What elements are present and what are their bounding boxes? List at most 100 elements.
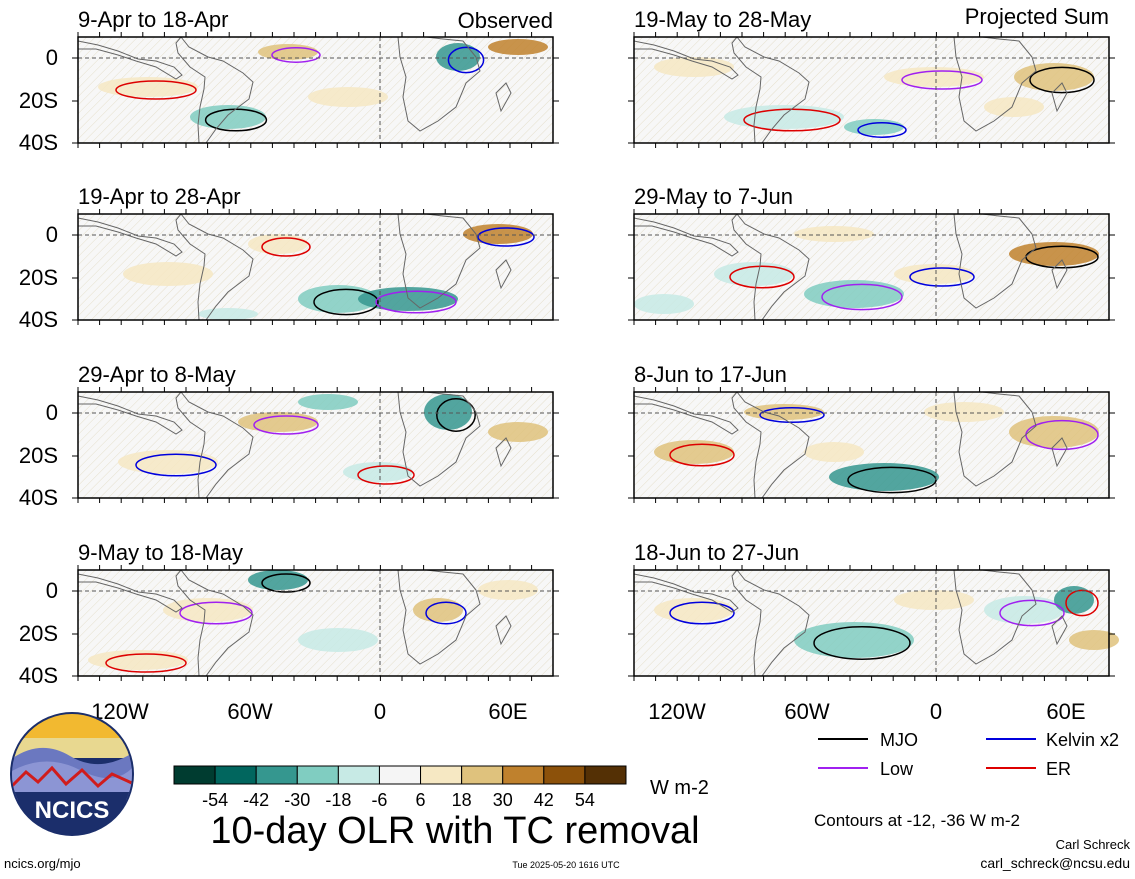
map-panel: 9-May to 18-May 0 20S 40S [19, 540, 559, 688]
lon-tick-label: 60E [488, 699, 527, 724]
wave-contour [857, 122, 907, 138]
olr-anomaly-region [1069, 630, 1119, 650]
lat-tick-label: 40S [19, 130, 58, 155]
colorbar-swatch [584, 765, 627, 785]
olr-anomaly-region [634, 294, 694, 314]
wave-contour [447, 46, 485, 74]
coastline [953, 213, 1037, 309]
coastline [953, 391, 1037, 487]
olr-anomaly-region [804, 442, 864, 462]
wave-contour [313, 288, 379, 316]
olr-anomaly-region [488, 39, 548, 55]
contour-note: Contours at -12, -36 W m-2 [814, 811, 1020, 830]
credit-email: carl_schreck@ncsu.edu [980, 855, 1130, 871]
lat-tick-label: 0 [46, 578, 58, 603]
colorbar-tick-label: -42 [243, 790, 269, 810]
coastline [397, 391, 481, 487]
olr-anomaly-region [844, 119, 904, 135]
wave-contour [179, 601, 253, 625]
panel-date-label: 9-May to 18-May [78, 540, 243, 565]
colorbar-tick-label: -54 [202, 790, 228, 810]
wave-contour [909, 267, 975, 287]
olr-anomaly-region [894, 590, 974, 610]
lat-tick-label: 40S [19, 663, 58, 688]
olr-anomaly-region [884, 67, 984, 87]
coastline [1051, 615, 1068, 646]
wave-contour [821, 283, 903, 311]
olr-anomaly-region [478, 580, 538, 600]
panel-date-label: 9-Apr to 18-Apr [78, 7, 228, 32]
wave-contour [1029, 66, 1095, 94]
lon-tick-label: 120W [648, 699, 706, 724]
olr-anomaly-region [744, 404, 824, 420]
wave-contour [425, 601, 467, 625]
map-panel: 29-Apr to 8-May 0 20S 40S [19, 362, 559, 510]
coastline [633, 217, 739, 257]
olr-anomaly-region [1054, 586, 1094, 614]
colorbar-swatch [296, 765, 339, 785]
units-label: W m-2 [650, 777, 709, 799]
coastline [77, 217, 183, 257]
olr-anomaly-region [358, 287, 458, 311]
legend: MJO Kelvin x2 Low ER [818, 730, 1119, 779]
olr-anomaly-region [413, 598, 463, 622]
lat-tick-label: 0 [46, 45, 58, 70]
timestamp: Tue 2025-05-20 1616 UTC [512, 860, 620, 870]
olr-anomaly-region [984, 596, 1064, 624]
olr-anomaly-region [248, 234, 308, 254]
lon-labels-left: 120W 60W 0 60E [91, 699, 527, 724]
olr-anomaly-region [924, 402, 1004, 422]
olr-anomaly-region [894, 264, 974, 284]
legend-label-low: Low [880, 759, 914, 779]
olr-anomaly-region [654, 598, 734, 622]
wave-contour [261, 573, 311, 593]
olr-anomaly-region [488, 422, 548, 442]
coastline [633, 573, 739, 613]
colorbar-tick-label: 18 [452, 790, 472, 810]
wave-contour [901, 70, 983, 90]
lat-tick-label: 0 [46, 222, 58, 247]
olr-anomaly-region [794, 226, 874, 242]
map-panel: 18-Jun to 27-Jun [628, 540, 1119, 681]
olr-anomaly-region [984, 97, 1044, 117]
map-panel: 19-May to 28-May [628, 7, 1115, 148]
olr-anomaly-region [436, 43, 480, 71]
wave-contour [253, 415, 319, 435]
panel-date-label: 29-May to 7-Jun [634, 184, 793, 209]
coastline [953, 569, 1037, 665]
colorbar: -54 -42 -30 -18 -6 6 18 30 42 54 [173, 765, 627, 810]
wave-contour [999, 599, 1065, 627]
coastline [953, 36, 1037, 132]
coastline [397, 36, 481, 132]
olr-anomaly-region [248, 570, 308, 590]
colorbar-swatch [420, 765, 463, 785]
lon-tick-label: 0 [374, 699, 386, 724]
wave-contour [115, 80, 197, 100]
panel-date-label: 18-Jun to 27-Jun [634, 540, 799, 565]
panel-date-label: 19-Apr to 28-Apr [78, 184, 241, 209]
panel-date-label: 19-May to 28-May [634, 7, 811, 32]
legend-label-mjo: MJO [880, 730, 918, 750]
wave-contour [729, 265, 795, 289]
olr-anomaly-region [424, 394, 472, 430]
colorbar-tick-label: 6 [416, 790, 426, 810]
panel-date-label: 29-Apr to 8-May [78, 362, 236, 387]
coastline [495, 82, 512, 113]
coastline [633, 395, 739, 435]
site-url: ncics.org/mjo [4, 856, 81, 871]
olr-anomaly-region [1009, 416, 1099, 448]
colorbar-swatch [255, 765, 298, 785]
olr-anomaly-region [123, 262, 213, 286]
coastline [1051, 437, 1068, 468]
lon-labels-right: 120W 60W 0 60E [648, 699, 1085, 724]
lat-tick-label: 0 [46, 400, 58, 425]
wave-contour [375, 290, 457, 314]
olr-anomaly-region [308, 87, 388, 107]
panel-date-label: 8-Jun to 17-Jun [634, 362, 787, 387]
olr-anomaly-region [343, 462, 413, 482]
column-header-projected: Projected Sum [965, 4, 1109, 29]
colorbar-swatch [461, 765, 504, 785]
wave-contour [261, 237, 311, 257]
ncics-logo: NCICS [10, 712, 134, 836]
map-panel: 9-Apr to 18-Apr 0 20S 40S [19, 7, 559, 155]
